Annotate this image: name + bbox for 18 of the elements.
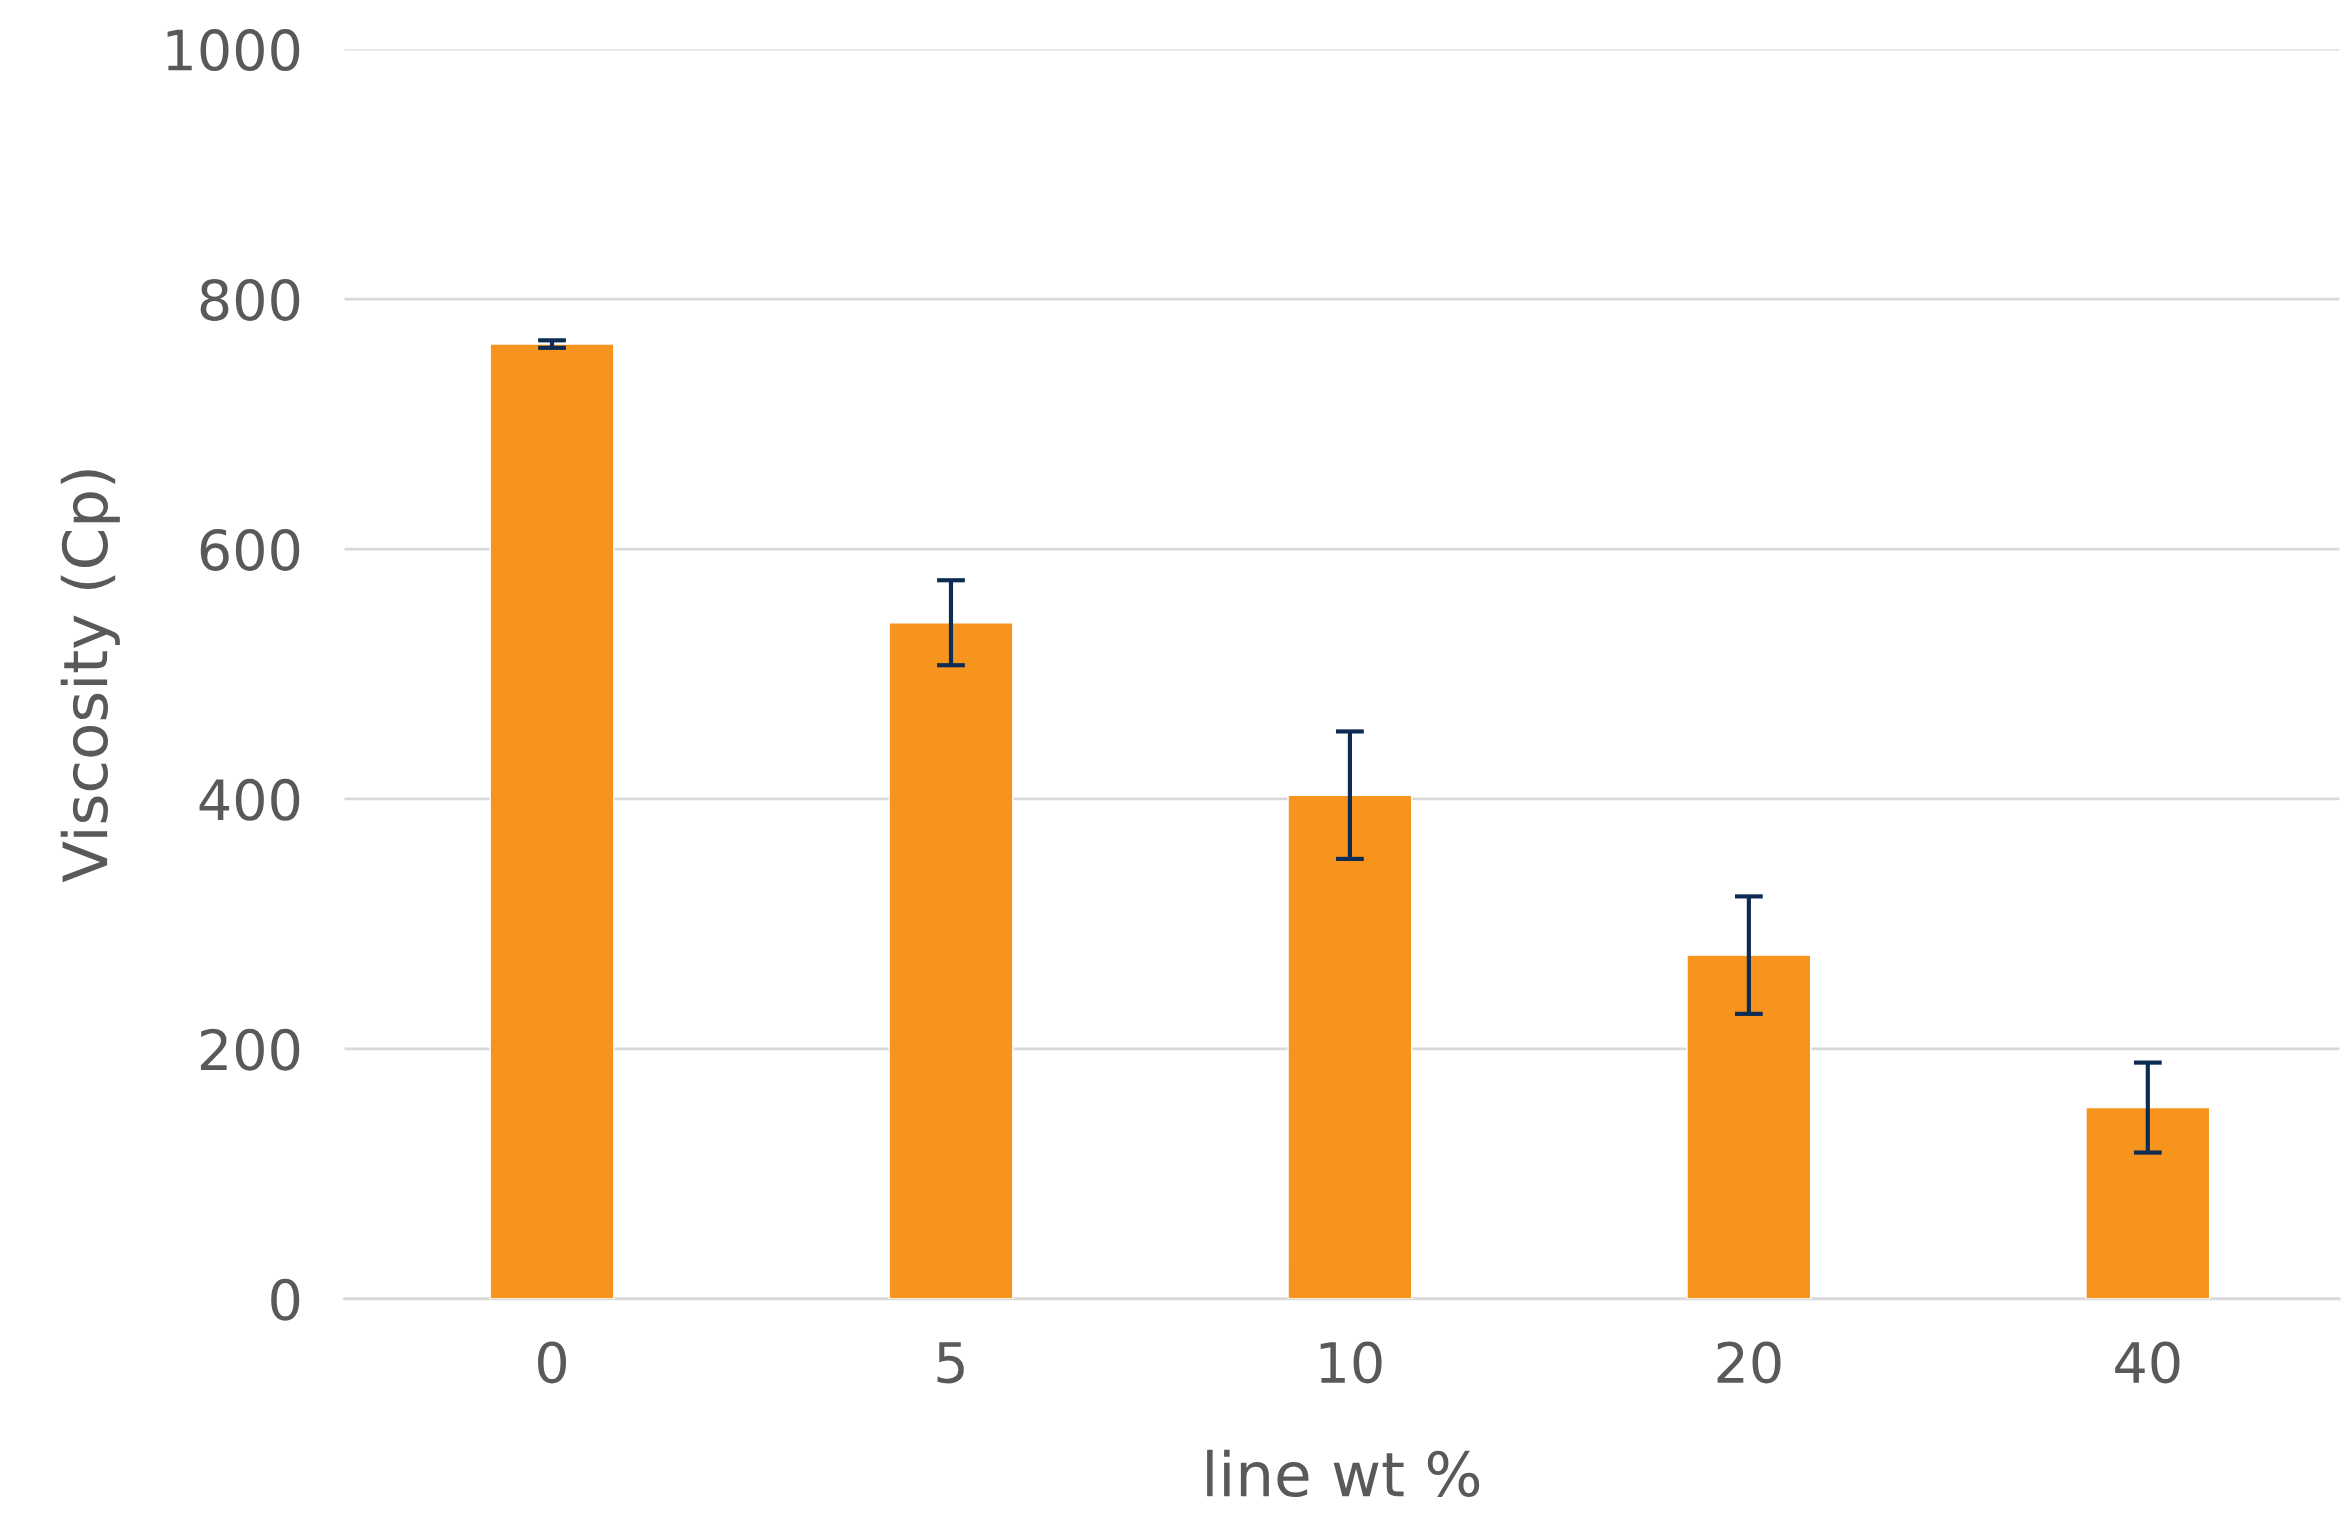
x-tick-label: 40 (2115, 1341, 2180, 1384)
x-tick-label: 5 (937, 1342, 964, 1384)
x-tick-label: 20 (1717, 1341, 1781, 1384)
y-tick-label: 400 (199, 778, 300, 821)
bar (888, 622, 1014, 1299)
y-tick-label: 800 (200, 278, 300, 321)
x-axis-title: line wt % (1207, 1449, 1480, 1498)
bar (1287, 794, 1413, 1299)
bar (2085, 1106, 2211, 1299)
y-axis-title: Viscosity (Cp) (60, 470, 120, 883)
y-tick-label: 600 (200, 528, 300, 571)
y-tick-label: 0 (271, 1278, 300, 1321)
x-tick-label: 10 (1320, 1341, 1382, 1384)
bar (489, 343, 615, 1299)
y-tick-label: 200 (200, 1028, 300, 1071)
bar (1686, 954, 1812, 1299)
y-tick-label: 1000 (167, 29, 300, 72)
x-tick-label: 0 (538, 1341, 567, 1384)
